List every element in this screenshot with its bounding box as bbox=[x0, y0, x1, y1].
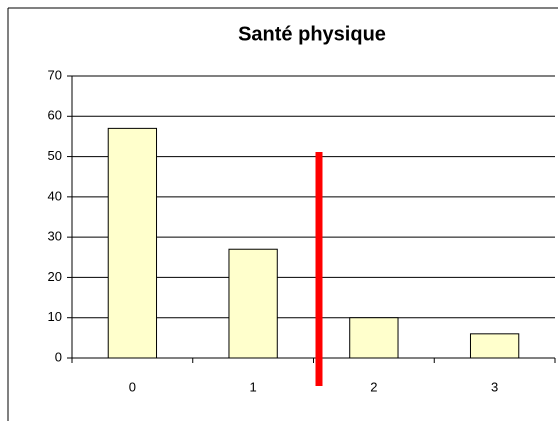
bar bbox=[228, 248, 278, 359]
x-tick-label: 2 bbox=[370, 379, 377, 394]
bar bbox=[349, 317, 399, 359]
chart-title: Santé physique bbox=[238, 23, 386, 45]
y-tick-label: 0 bbox=[55, 349, 62, 364]
y-tick-label: 50 bbox=[48, 148, 62, 163]
y-tick-label: 10 bbox=[48, 309, 62, 324]
bar bbox=[469, 333, 520, 359]
y-tick-label: 60 bbox=[48, 108, 62, 123]
y-tick-label: 30 bbox=[48, 229, 62, 244]
x-tick-label: 0 bbox=[129, 379, 136, 394]
y-tick-label: 70 bbox=[48, 67, 62, 82]
x-tick-label: 3 bbox=[491, 379, 498, 394]
y-tick-label: 40 bbox=[48, 188, 62, 203]
x-tick-label: 1 bbox=[250, 379, 257, 394]
bar bbox=[107, 127, 158, 359]
y-tick-label: 20 bbox=[48, 269, 62, 284]
